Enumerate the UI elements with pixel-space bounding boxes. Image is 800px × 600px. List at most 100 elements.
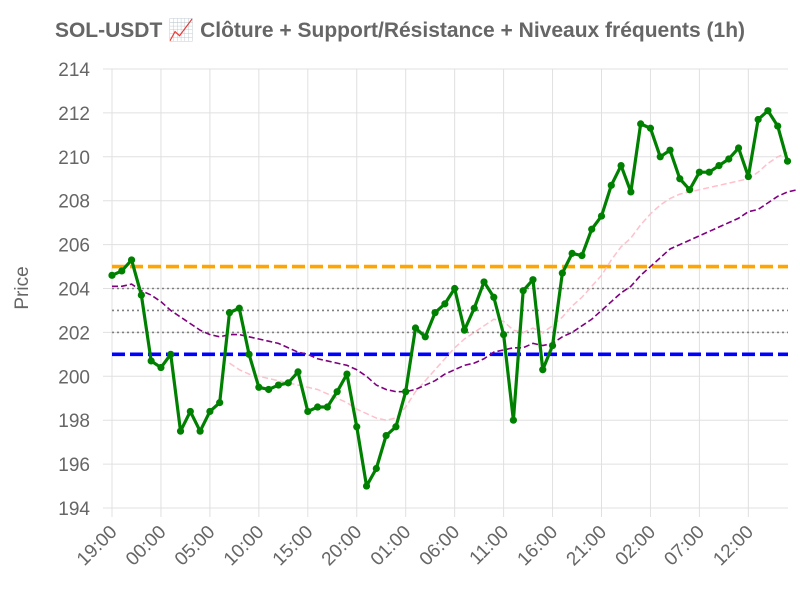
close-price-point <box>402 388 410 396</box>
close-price-point <box>480 278 488 286</box>
close-price-point <box>617 161 625 170</box>
close-price-point <box>127 256 136 264</box>
x-tick-label: 07:00 <box>660 522 708 570</box>
close-price-point <box>265 385 273 394</box>
level-layer <box>112 264 788 357</box>
close-price-point <box>607 181 615 189</box>
close-price-point <box>725 155 733 163</box>
x-tick-label: 10:00 <box>220 522 268 570</box>
close-price-point <box>568 249 576 257</box>
close-price-point <box>470 304 478 312</box>
close-price-point <box>578 251 586 260</box>
close-price-point <box>284 379 292 387</box>
close-price-point <box>392 423 400 431</box>
close-price-point <box>539 366 547 374</box>
close-price-point <box>411 324 420 332</box>
close-price-point <box>695 168 704 176</box>
close-price-point <box>362 482 371 490</box>
y-tick-label: 208 <box>58 192 90 213</box>
close-price-point <box>431 309 439 317</box>
chart-title: SOL-USDT 📈 Clôture + Support/Résistance … <box>54 19 746 42</box>
close-price-point <box>441 300 449 308</box>
moving-average-short-line <box>229 151 788 421</box>
close-price-point <box>774 122 782 130</box>
close-price-point <box>783 157 792 165</box>
close-price-point <box>646 124 655 132</box>
close-price-point <box>597 212 606 220</box>
close-price-point <box>235 304 243 312</box>
close-price-point <box>490 293 498 301</box>
grid-layer <box>103 68 788 517</box>
x-tick-label: 20:00 <box>318 522 366 570</box>
close-price-point <box>225 309 234 317</box>
close-price-point <box>509 416 517 424</box>
y-tick-label: 210 <box>58 148 90 169</box>
y-tick-label: 194 <box>58 499 90 520</box>
close-price-point <box>343 370 351 378</box>
close-price-point <box>460 326 469 334</box>
close-price-point <box>167 350 175 358</box>
close-price-point <box>656 153 664 161</box>
close-price-point <box>519 287 527 295</box>
x-tick-label: 05:00 <box>171 522 219 570</box>
x-tick-label: 16:00 <box>514 522 562 570</box>
close-price-point <box>118 267 126 275</box>
x-tick-label: 11:00 <box>466 522 513 569</box>
close-price-point <box>255 383 263 391</box>
close-price-point <box>558 269 566 277</box>
close-price-point <box>353 423 361 431</box>
close-price-point <box>744 172 752 181</box>
close-price-point <box>333 388 341 396</box>
y-tick-label: 196 <box>58 455 90 476</box>
close-price-point <box>108 271 116 279</box>
close-price-point <box>313 403 322 411</box>
close-price-point <box>705 168 713 176</box>
close-price-point <box>186 407 194 416</box>
close-price-point <box>245 350 253 358</box>
close-price-point <box>196 427 204 435</box>
x-tick-label: 15:00 <box>269 522 317 570</box>
y-tick-label: 198 <box>58 411 90 432</box>
close-price-point <box>176 427 185 435</box>
x-tick-label: 21:00 <box>563 522 611 570</box>
close-price-point <box>323 403 331 411</box>
close-price-point <box>764 107 772 115</box>
close-price-point <box>529 276 537 284</box>
x-tick-label: 06:00 <box>416 522 464 570</box>
close-price-point <box>421 333 429 341</box>
close-price-point <box>676 175 684 183</box>
x-tick-label: 01:00 <box>367 522 415 570</box>
close-price-point <box>451 284 459 293</box>
close-price-point <box>206 407 214 416</box>
close-price-point <box>686 186 694 194</box>
y-tick-label: 204 <box>58 280 90 301</box>
close-price-point <box>274 381 283 389</box>
close-price-point <box>637 120 645 128</box>
y-axis-title: Price <box>12 266 33 309</box>
close-price-point <box>754 115 762 124</box>
y-tick-label: 214 <box>58 60 90 81</box>
close-price-point <box>666 146 674 154</box>
close-price-point <box>588 225 596 233</box>
y-tick-label: 202 <box>58 323 90 344</box>
y-tick-label: 200 <box>58 367 90 388</box>
close-price-point <box>147 357 155 365</box>
close-price-point <box>382 431 390 440</box>
y-tick-label: 206 <box>58 236 90 257</box>
close-price-point <box>548 341 557 350</box>
x-tick-label: 00:00 <box>122 522 170 570</box>
x-tick-label: 12:00 <box>709 522 757 570</box>
close-price-point <box>294 368 302 376</box>
close-price-point <box>157 363 165 372</box>
close-price-point <box>304 407 312 416</box>
close-price-point <box>627 188 635 196</box>
close-price-point <box>734 144 743 152</box>
series-layer <box>108 107 798 490</box>
close-price-point <box>137 291 145 299</box>
x-tick-label: 19:00 <box>73 522 121 570</box>
close-price-line <box>111 109 790 488</box>
y-tick-label: 212 <box>58 104 90 125</box>
close-price-point <box>372 464 380 473</box>
close-price-point <box>715 161 723 170</box>
